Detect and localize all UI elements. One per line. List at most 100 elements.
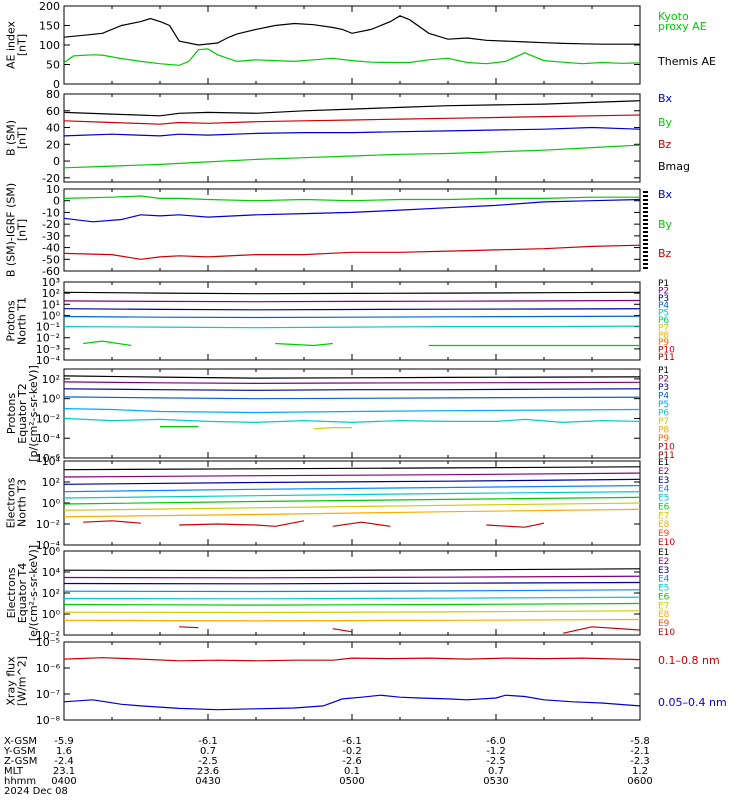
series-line-e1 [63, 568, 641, 572]
legend-entry: Bz [658, 247, 672, 260]
series-line-e10b [179, 520, 305, 527]
y-axis-label: Equator T4 [16, 563, 29, 623]
edge-mark [643, 235, 648, 237]
y-tick-label: 40 [46, 122, 60, 135]
legend-entry: P11 [658, 451, 675, 461]
x-row-label: X-GSM [4, 736, 37, 747]
series-line-p2 [63, 381, 641, 385]
series-line-e4 [63, 589, 641, 593]
legend-entry: P4 [658, 392, 669, 402]
x-tick-value: -0.2 [342, 746, 362, 757]
edge-mark [643, 195, 648, 197]
legend-entry: E7 [658, 511, 669, 521]
series-line-p8a [313, 427, 352, 430]
y-axis-label: [e/(cm²-s-sr-keV)] [27, 545, 40, 641]
series-line-p3 [63, 388, 641, 391]
y-axis-label: [nT] [16, 127, 29, 149]
series-line-bx [63, 198, 641, 223]
series-line-e10c [332, 521, 391, 527]
y-axis-label: [p/(cm²-s-sr-keV)] [27, 365, 40, 462]
y-axis-label: Electrons [5, 567, 18, 618]
legend-entry: P7 [658, 323, 669, 333]
edge-mark [643, 211, 648, 213]
series-line-p5 [63, 325, 641, 329]
y-tick-label: 10⁰ [42, 393, 61, 406]
x-tick-value: 0.7 [488, 766, 504, 777]
x-tick-value: 0430 [195, 776, 220, 787]
legend-entry: E2 [658, 557, 669, 567]
series-line-themis-ae [63, 48, 641, 66]
legend-entry: E4 [658, 485, 670, 495]
series-line-e7 [63, 502, 641, 511]
y-tick-label: -20 [42, 218, 60, 231]
legend-entry: P5 [658, 400, 669, 410]
y-tick-label: 150 [39, 20, 60, 33]
series-line-bz [63, 114, 641, 125]
legend-entry: By [658, 116, 673, 129]
series-line-e10a [83, 520, 141, 524]
y-tick-label: 10⁴ [42, 455, 61, 468]
panel-frame [63, 5, 641, 85]
x-tick-value: 0530 [483, 776, 508, 787]
y-tick-label: 10⁻⁷ [36, 688, 60, 701]
y-axis-label: [nT] [16, 34, 29, 56]
series-line-bx [63, 126, 641, 137]
legend-entry: P5 [658, 309, 669, 319]
edge-mark [643, 255, 648, 257]
x-tick-value: 23.1 [53, 766, 75, 777]
y-tick-label: 10⁻⁶ [36, 452, 61, 465]
legend-entry: 0.1–0.8 nm [658, 654, 720, 667]
x-tick-value: -2.5 [198, 756, 218, 767]
y-tick-label: 10⁻¹ [36, 321, 60, 334]
y-tick-label: 10⁻² [36, 332, 60, 345]
legend-entry: P7 [658, 417, 669, 427]
legend-entry: Bz [658, 138, 672, 151]
y-axis-label: North T1 [16, 297, 29, 345]
y-tick-label: 10⁻⁴ [36, 354, 61, 367]
series-line-e7 [63, 610, 641, 614]
series-line-e5 [63, 491, 641, 499]
series-line-p1 [63, 291, 641, 295]
series-line-e1 [63, 466, 641, 471]
y-tick-label: 0 [53, 195, 60, 208]
legend-entry: E10 [658, 538, 675, 548]
series-line-e2 [63, 575, 641, 579]
panel-frame [63, 550, 641, 636]
y-tick-label: 10⁻⁴ [36, 432, 61, 445]
x-row-label: hhmm [4, 776, 36, 787]
edge-mark [643, 267, 648, 269]
series-line-0-05-0-4-nm [63, 694, 641, 711]
legend-entry: E1 [658, 548, 669, 558]
y-axis-label: Electrons [5, 477, 18, 528]
legend-entry: E6 [658, 592, 670, 602]
legend-entry: 0.05–0.4 nm [658, 696, 727, 709]
edge-mark [643, 243, 648, 245]
y-axis-label: [W/m^2] [16, 656, 29, 706]
panel-frame [63, 641, 641, 721]
panel-3: 100-10-20-30-40-50-60 B (SM)-IGRF (SM)[nT… [5, 183, 673, 278]
series-line-p6b [275, 342, 333, 347]
edge-mark [643, 263, 648, 265]
y-tick-label: 200 [39, 0, 60, 13]
y-tick-label: 60 [46, 105, 60, 118]
legend-entry: P4 [658, 301, 669, 311]
y-tick-label: 10² [42, 476, 60, 489]
legend-entry: E4 [658, 575, 670, 585]
series-line-e10b [332, 628, 353, 633]
legend-entry: Kyoto [658, 10, 689, 23]
legend-entry: P3 [658, 383, 669, 393]
legend-entry: E1 [658, 458, 669, 468]
x-row-label: Y-GSM [3, 746, 36, 757]
legend-entry: Themis AE [657, 55, 716, 68]
legend-entry: E10 [658, 628, 675, 638]
series-line-p5 [63, 408, 641, 414]
y-tick-label: 10⁰ [42, 497, 61, 510]
x-tick-value: -6.0 [486, 736, 506, 747]
series-line-e2 [63, 472, 641, 478]
